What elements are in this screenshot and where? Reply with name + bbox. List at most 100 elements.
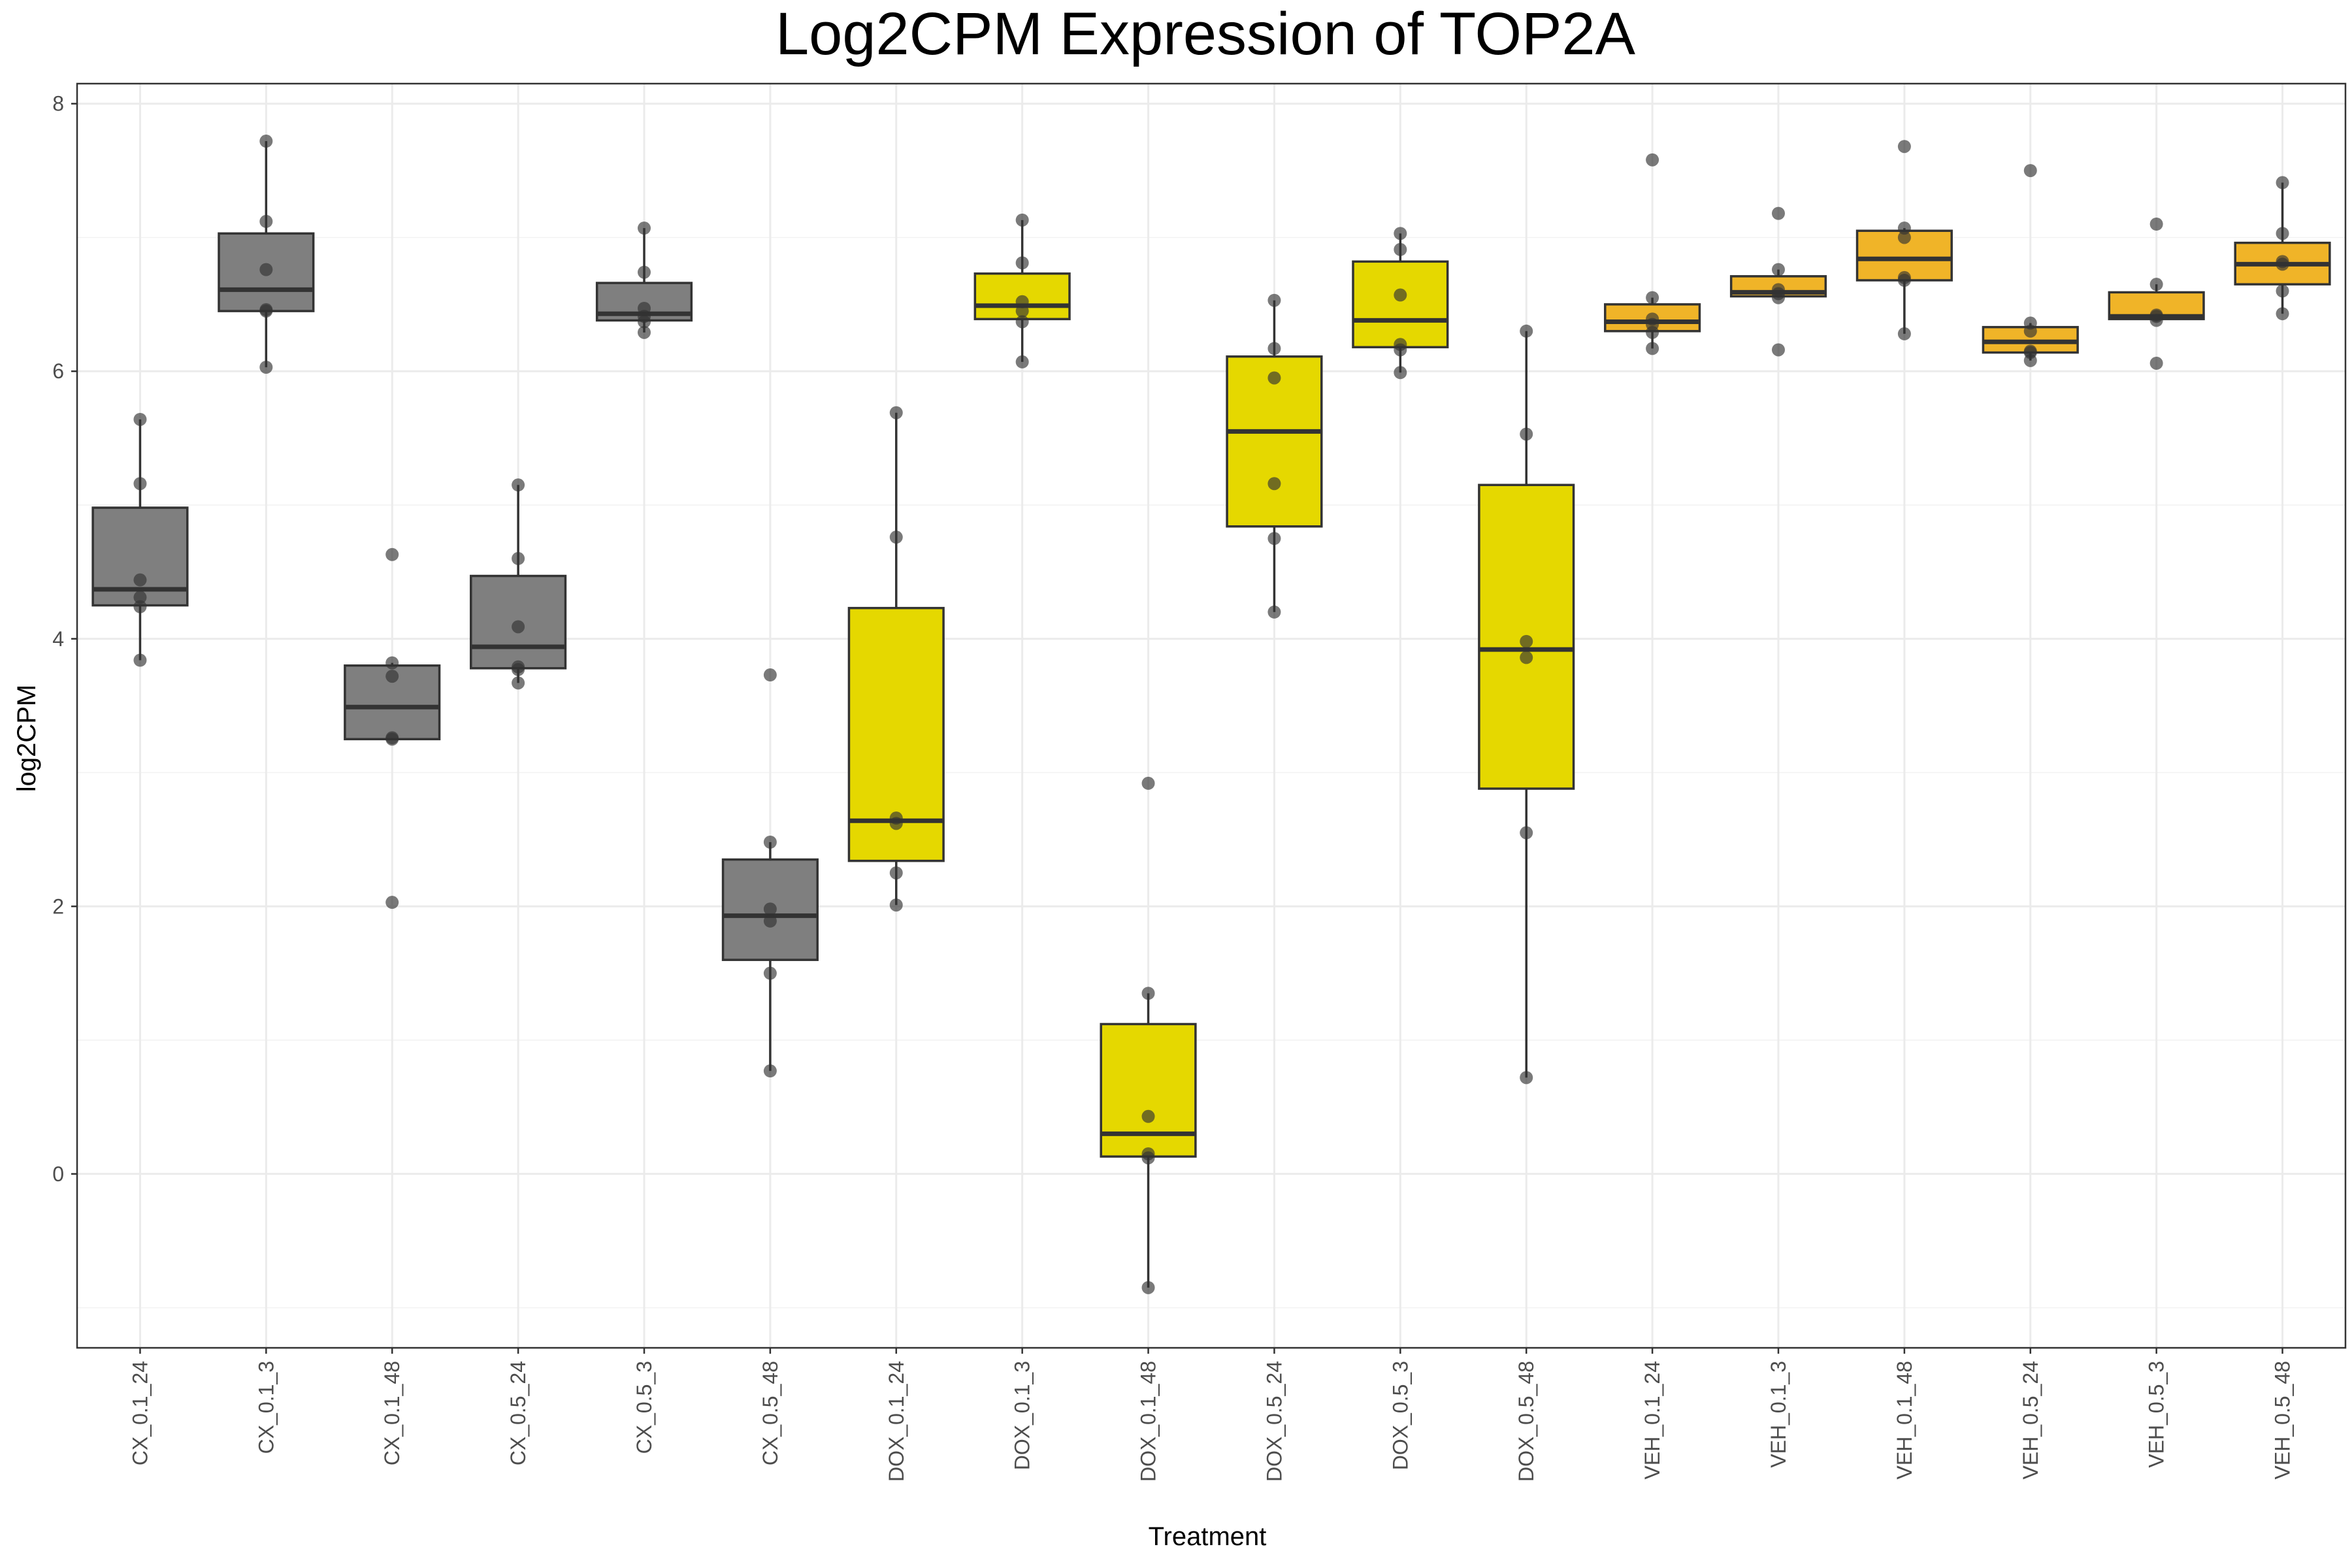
data-point xyxy=(259,135,273,148)
data-point xyxy=(1520,1071,1533,1085)
x-tick-label: VEH_0.1_3 xyxy=(1767,1361,1790,1468)
data-point xyxy=(1141,1281,1155,1294)
data-point xyxy=(1646,153,1659,167)
jitter-points xyxy=(133,135,2289,1294)
data-point xyxy=(763,902,777,916)
data-point xyxy=(2149,314,2163,327)
x-tick-label: DOX_0.5_24 xyxy=(1262,1361,1286,1482)
data-point xyxy=(385,732,399,746)
data-point xyxy=(763,1064,777,1078)
data-point xyxy=(1520,634,1533,648)
x-tick-label: VEH_0.1_24 xyxy=(1641,1361,1664,1479)
box-CX_0.5_24 xyxy=(470,485,567,683)
data-point xyxy=(889,866,903,880)
data-point xyxy=(1015,355,1029,368)
data-point xyxy=(1015,256,1029,270)
data-point xyxy=(1015,213,1029,227)
panel-border xyxy=(76,82,2347,1349)
y-axis-tick-labels: 0 2 4 6 8 xyxy=(52,92,64,1186)
box-iqr xyxy=(1100,1022,1197,1158)
data-point xyxy=(1141,987,1155,1000)
data-point xyxy=(133,600,147,613)
data-point xyxy=(1015,295,1029,308)
data-point xyxy=(512,478,525,492)
data-point xyxy=(763,836,777,849)
x-tick-label: VEH_0.1_48 xyxy=(1893,1361,1916,1479)
data-point xyxy=(1015,315,1029,329)
data-point xyxy=(763,966,777,980)
data-point xyxy=(385,547,399,561)
data-point xyxy=(259,361,273,374)
x-tick-label: DOX_0.1_48 xyxy=(1137,1361,1160,1482)
x-tick-label: CX_0.1_48 xyxy=(380,1361,404,1465)
box-iqr xyxy=(1352,260,1449,349)
data-point xyxy=(512,551,525,565)
data-point xyxy=(1394,242,1407,256)
y-tick-label: 4 xyxy=(52,627,64,651)
data-point xyxy=(1267,293,1281,307)
data-point xyxy=(133,591,147,604)
x-axis-ticks xyxy=(139,1348,2283,1354)
data-point xyxy=(2149,218,2163,231)
data-point xyxy=(2149,356,2163,370)
data-point xyxy=(1394,366,1407,380)
data-point xyxy=(1141,776,1155,790)
x-axis-title: Treatment xyxy=(1149,1522,1267,1551)
x-tick-label: CX_0.5_3 xyxy=(632,1361,656,1454)
data-point xyxy=(1267,371,1281,385)
data-point xyxy=(1772,291,1785,304)
data-point xyxy=(1772,206,1785,220)
data-point xyxy=(1520,427,1533,441)
x-tick-label: DOX_0.1_24 xyxy=(885,1361,908,1482)
x-axis-tick-labels: CX_0.1_24 CX_0.1_3 CX_0.1_48 CX_0.5_24 CX_0.… xyxy=(128,1361,2294,1482)
chart-title: Log2CPM Expression of TOP2A xyxy=(776,1,1636,67)
data-point xyxy=(1394,343,1407,357)
x-tick-label: CX_0.5_24 xyxy=(506,1361,530,1465)
data-point xyxy=(2276,176,2289,189)
data-point xyxy=(1520,826,1533,840)
data-point xyxy=(385,656,399,670)
data-point xyxy=(1646,342,1659,355)
data-point xyxy=(512,676,525,690)
data-point xyxy=(1394,227,1407,240)
data-point xyxy=(763,668,777,682)
data-point xyxy=(2276,257,2289,271)
data-point xyxy=(889,817,903,830)
box-DOX_0.1_48 xyxy=(1100,993,1197,1288)
data-point xyxy=(259,304,273,318)
y-tick-label: 2 xyxy=(52,894,64,918)
x-tick-label: VEH_0.5_48 xyxy=(2271,1361,2295,1479)
x-tick-label: DOX_0.5_48 xyxy=(1514,1361,1538,1482)
data-point xyxy=(259,263,273,276)
data-point xyxy=(385,670,399,683)
y-tick-label: 0 xyxy=(52,1162,64,1186)
data-point xyxy=(133,412,147,426)
box-series xyxy=(91,141,2331,1288)
box-CX_0.5_48 xyxy=(721,842,819,1071)
data-point xyxy=(889,898,903,912)
data-point xyxy=(1267,477,1281,491)
y-tick-label: 6 xyxy=(52,359,64,383)
data-point xyxy=(133,477,147,491)
y-axis-title: log2CPM xyxy=(12,685,41,792)
data-point xyxy=(512,620,525,634)
x-tick-label: CX_0.1_3 xyxy=(254,1361,278,1454)
box-CX_0.1_24 xyxy=(91,419,189,661)
x-tick-label: DOX_0.5_3 xyxy=(1388,1361,1412,1470)
data-point xyxy=(638,221,651,235)
data-point xyxy=(1267,605,1281,619)
data-point xyxy=(1520,651,1533,664)
data-point xyxy=(2023,353,2037,367)
data-point xyxy=(1015,304,1029,318)
data-point xyxy=(2023,324,2037,338)
data-point xyxy=(1646,291,1659,304)
x-tick-label: VEH_0.5_24 xyxy=(2019,1361,2042,1479)
data-point xyxy=(2023,164,2037,178)
box-CX_0.1_3 xyxy=(218,141,315,368)
data-point xyxy=(1520,324,1533,338)
data-point xyxy=(2276,284,2289,298)
box-DOX_0.1_24 xyxy=(847,412,945,906)
y-axis-ticks xyxy=(71,103,77,1175)
box-CX_0.1_48 xyxy=(344,662,441,741)
